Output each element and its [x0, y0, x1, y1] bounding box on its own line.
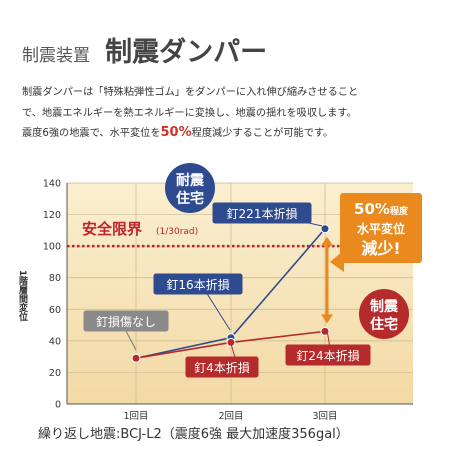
x-axis-label: 繰り返し地震:BCJ-L2（震度6強 最大加速度356gal）: [38, 426, 349, 442]
reduction-arrow-head-down: [321, 314, 333, 324]
y-tick-label: 140: [43, 179, 61, 190]
page-header: 制震装置 制震ダンパー: [22, 30, 267, 69]
data-point: [320, 326, 330, 336]
y-tick-label: 100: [43, 242, 61, 253]
description-line-2: で、地震エネルギーを熱エネルギーに変換し、地震の揺れを吸収します。: [22, 108, 357, 119]
description-line-3: 震度6強の地震で、水平変位を50%程度減少することが可能です。: [22, 124, 333, 140]
annotation-connector: [205, 291, 231, 331]
description-line-1: 制震ダンパーは「特殊粘弾性ゴム」をダンパーに入れ伸び縮みさせること: [22, 87, 359, 98]
callout-line2: 水平変位: [357, 221, 405, 236]
description-text-end: 程度減少することが可能です。: [191, 128, 334, 139]
callout-percent-value: 50%: [354, 200, 390, 218]
highlight-percent: 50%: [160, 125, 192, 140]
y-tick-label: 40: [49, 336, 61, 347]
badge-damping-line2: 住宅: [370, 316, 398, 333]
badge-damping-line1: 制震: [370, 298, 399, 315]
callout-line3: 減少!: [361, 239, 400, 258]
annotation-221-nails: 釘221本折損: [227, 206, 298, 221]
y-axis-label: 1階層間変位: [17, 270, 28, 322]
annotation-connector: [229, 339, 236, 359]
callout-pointer: [330, 250, 344, 272]
annotation-connector: [125, 330, 137, 351]
safety-limit-sublabel: (1/30rad): [156, 227, 198, 237]
page-title: 制震ダンパー: [105, 37, 268, 68]
x-tick-label: 3回目: [312, 411, 337, 422]
callout-percent-suffix: 程度: [390, 205, 409, 217]
annotation-4-nails: 釘4本折損: [194, 360, 250, 375]
annotation-221-nails-box: [212, 202, 312, 224]
callout-box: [340, 193, 422, 263]
data-point: [131, 353, 141, 363]
callout-percent: 50%程度: [354, 200, 409, 218]
y-tick-label: 20: [49, 368, 61, 379]
x-tick-label: 1回目: [123, 411, 148, 422]
annotation-no-damage: 釘損傷なし: [96, 314, 156, 329]
safety-limit-label: 安全限界: [82, 220, 142, 238]
category-label: 制震装置: [22, 46, 90, 66]
x-tick-label: 2回目: [218, 411, 243, 422]
annotation-16-nails-box: [153, 273, 243, 295]
badge-seismic-resistant-circle: [165, 163, 215, 213]
y-tick-label: 80: [49, 273, 61, 284]
annotation-no-damage-box: [83, 310, 169, 332]
badge-seismic-resistant-line2: 住宅: [176, 190, 204, 207]
data-point: [320, 224, 330, 234]
badge-seismic-resistant-line1: 耐震: [176, 172, 205, 189]
reduction-arrow-head-up: [321, 236, 333, 246]
annotation-4-nails-box: [185, 356, 259, 378]
annotation-24-nails: 釘24本折損: [296, 348, 359, 363]
annotation-16-nails: 釘16本折損: [166, 277, 229, 292]
y-tick-label: 60: [49, 305, 61, 316]
annotation-24-nails-box: [285, 344, 371, 366]
y-tick-label: 0: [55, 400, 61, 411]
description-text: 震度6強の地震で、水平変位を: [22, 128, 161, 139]
badge-damping-circle: [359, 289, 409, 339]
y-tick-label: 120: [43, 210, 61, 221]
